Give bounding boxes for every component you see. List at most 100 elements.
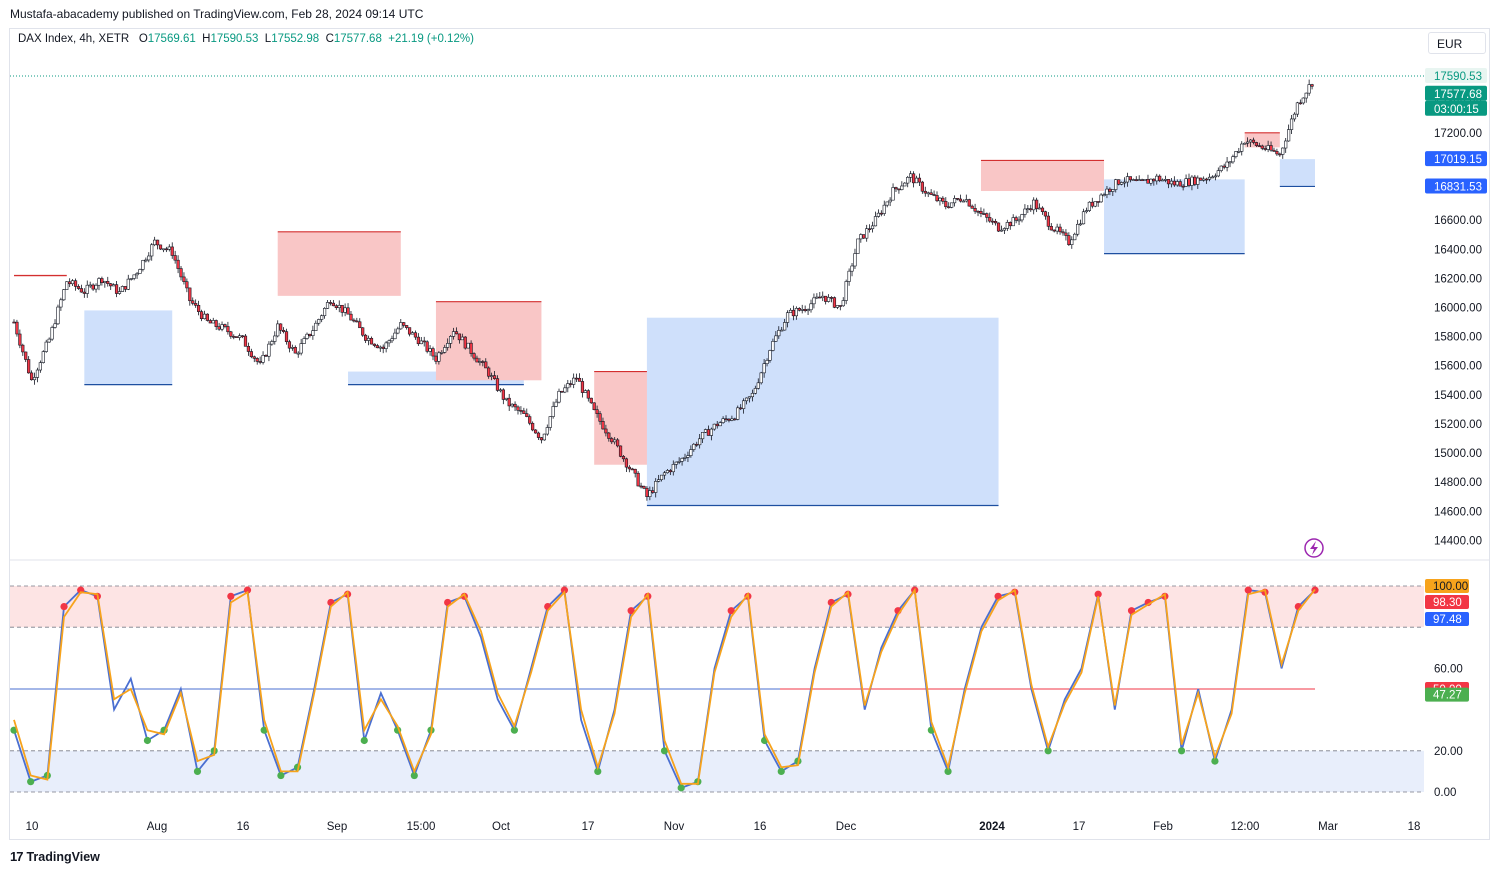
candle-body bbox=[1232, 157, 1235, 162]
candle-body bbox=[1281, 148, 1284, 154]
tradingview-logo[interactable]: 17 TradingView bbox=[10, 849, 100, 864]
candle-body bbox=[731, 419, 734, 421]
candle-body bbox=[215, 320, 218, 326]
zone-support-1 bbox=[84, 310, 172, 384]
candle-body bbox=[816, 297, 819, 298]
candle-body bbox=[159, 245, 162, 249]
candle-body bbox=[68, 282, 71, 284]
candle-body bbox=[707, 430, 710, 436]
candle-body bbox=[1185, 179, 1188, 187]
candle-body bbox=[1249, 140, 1252, 142]
candle-body bbox=[1117, 180, 1120, 185]
candle-body bbox=[754, 388, 757, 393]
candle-body bbox=[517, 407, 520, 410]
candle-body bbox=[209, 321, 212, 324]
candle-body bbox=[1003, 228, 1006, 230]
candle-body bbox=[317, 319, 320, 323]
candle-body bbox=[443, 347, 446, 352]
time-tick: Aug bbox=[147, 821, 167, 833]
candle-body bbox=[95, 285, 98, 289]
candle-body bbox=[493, 376, 496, 379]
candle-body bbox=[92, 285, 95, 289]
candle-body bbox=[669, 470, 672, 471]
candle-body bbox=[80, 289, 83, 293]
candle-body bbox=[329, 302, 332, 303]
candle-body bbox=[124, 286, 127, 289]
candle-body bbox=[1211, 177, 1214, 178]
candle-body bbox=[511, 404, 514, 406]
candle-body bbox=[1179, 182, 1182, 187]
candle-body bbox=[1120, 182, 1123, 184]
signal-dot-buy bbox=[1178, 747, 1185, 754]
candle-body bbox=[1065, 233, 1068, 236]
candle-body bbox=[39, 363, 42, 370]
candle-body bbox=[719, 423, 722, 426]
candle-body bbox=[1018, 220, 1021, 221]
candle-body bbox=[77, 286, 80, 288]
candle-body bbox=[1161, 180, 1164, 181]
candle-body bbox=[1238, 151, 1241, 152]
price-label-text: 17577.68 bbox=[1434, 89, 1482, 101]
candle-body bbox=[350, 314, 353, 320]
candle-body bbox=[854, 254, 857, 266]
candle-body bbox=[1258, 146, 1261, 147]
candle-body bbox=[690, 450, 693, 456]
candle-body bbox=[411, 333, 414, 334]
candle-body bbox=[918, 178, 921, 182]
candle-body bbox=[569, 384, 572, 385]
candle-body bbox=[241, 336, 244, 337]
candle-body bbox=[391, 339, 394, 341]
candle-body bbox=[1106, 189, 1109, 195]
time-tick: 10 bbox=[26, 821, 39, 833]
candle-body bbox=[1194, 177, 1197, 184]
candle-body bbox=[1170, 181, 1173, 184]
candle-body bbox=[795, 308, 798, 316]
candle-body bbox=[722, 419, 725, 423]
candle-body bbox=[435, 356, 438, 361]
candle-body bbox=[739, 408, 742, 409]
candle-body bbox=[1191, 177, 1194, 185]
candle-body bbox=[1173, 181, 1176, 185]
candle-body bbox=[860, 235, 863, 239]
candle-body bbox=[1123, 182, 1126, 183]
candle-body bbox=[1079, 224, 1082, 225]
zone-resistance-2 bbox=[278, 232, 401, 296]
candle-body bbox=[238, 336, 241, 338]
price-label-text: 17590.53 bbox=[1434, 71, 1482, 83]
candle-body bbox=[783, 322, 786, 330]
candle-body bbox=[986, 214, 989, 218]
candle-body bbox=[1094, 201, 1097, 206]
candle-body bbox=[200, 312, 203, 319]
candle-body bbox=[1068, 236, 1071, 245]
candle-body bbox=[1223, 166, 1226, 167]
candle-body bbox=[165, 249, 168, 250]
candle-body bbox=[112, 285, 115, 286]
candle-body bbox=[1053, 230, 1056, 231]
lightning-icon[interactable] bbox=[1305, 539, 1323, 557]
candle-body bbox=[60, 300, 63, 307]
candle-body bbox=[974, 208, 977, 211]
candle-body bbox=[944, 201, 947, 206]
candle-body bbox=[1144, 179, 1147, 180]
candle-body bbox=[672, 464, 675, 471]
candle-body bbox=[625, 459, 628, 467]
candle-body bbox=[147, 256, 150, 260]
candle-body bbox=[279, 324, 282, 330]
candle-body bbox=[953, 198, 956, 202]
candle-body bbox=[1293, 114, 1296, 119]
candle-body bbox=[810, 304, 813, 310]
candle-body bbox=[271, 341, 274, 344]
candle-body bbox=[227, 326, 230, 331]
candle-body bbox=[1100, 195, 1103, 202]
candle-body bbox=[221, 325, 224, 330]
candle-body bbox=[593, 403, 596, 410]
price-tick: 15000.00 bbox=[1434, 448, 1482, 460]
candle-body bbox=[736, 408, 739, 420]
candle-body bbox=[145, 260, 148, 261]
candle-body bbox=[1050, 226, 1053, 230]
candle-body bbox=[906, 177, 909, 183]
candle-body bbox=[235, 337, 238, 338]
candle-body bbox=[845, 281, 848, 300]
candle-body bbox=[487, 368, 490, 376]
